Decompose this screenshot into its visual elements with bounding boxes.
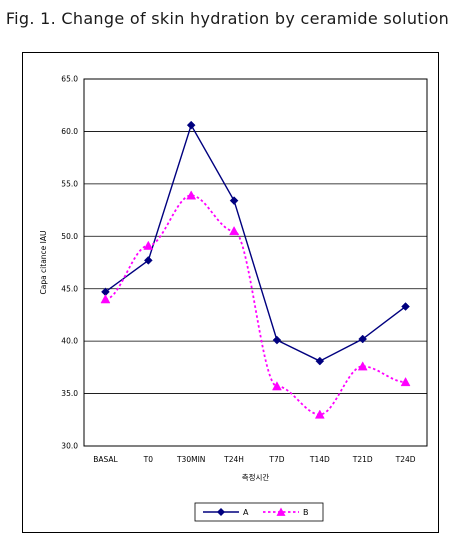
data-point [358,334,368,344]
legend-marker [217,508,225,516]
x-tick-label: BASAL [93,455,118,464]
y-tick-labels: 30.0 35.0 40.0 45.0 50.0 55.0 60.0 65.0 [61,75,78,451]
x-tick-label: T0 [143,455,154,464]
y-tick-label: 55.0 [61,179,78,188]
plot-area [83,78,428,447]
series-layer [100,120,411,419]
x-tick-label: T30MIN [176,455,205,464]
chart-frame [22,52,439,533]
legend-label: B [303,508,309,517]
data-point [272,381,282,391]
y-tick-label: 35.0 [61,389,78,398]
data-point [100,294,111,304]
series-line [105,123,406,362]
y-tick-label: 40.0 [61,337,78,346]
x-tick-labels: BASAL T0 T30MIN T24H T7D T14D T21D T24D [93,455,416,464]
series-b [100,190,411,419]
x-axis-title: 측정시간 [242,472,270,482]
x-tick-label: T24H [223,455,244,464]
x-tick-label: T7D [268,455,284,464]
x-tick-label: T14D [309,455,330,464]
data-point [400,377,411,387]
series-a [101,120,410,366]
grid-lines [84,78,427,447]
legend-marker [276,507,286,516]
data-point [186,190,197,200]
y-tick-label: 30.0 [61,442,78,451]
x-tick-label: T24D [395,455,416,464]
data-point [401,302,410,311]
data-point [186,120,196,130]
data-point [143,240,154,250]
y-axis-title: Capa citance IAU [39,230,48,294]
y-tick-label: 60.0 [61,127,78,136]
y-tick-label: 45.0 [61,284,78,293]
data-point [272,335,282,345]
legend-label: A [243,508,249,517]
y-tick-label: 65.0 [61,75,78,84]
legend-box [194,502,324,522]
data-point [357,361,368,371]
figure-title: Fig. 1. Change of skin hydration by cera… [5,9,450,28]
data-point [314,409,325,419]
x-tick-label: T21D [352,455,373,464]
data-point [229,196,239,205]
data-point [315,356,325,366]
data-point [143,256,153,265]
data-point [229,226,239,236]
series-line [105,194,406,416]
y-tick-label: 50.0 [61,232,78,241]
